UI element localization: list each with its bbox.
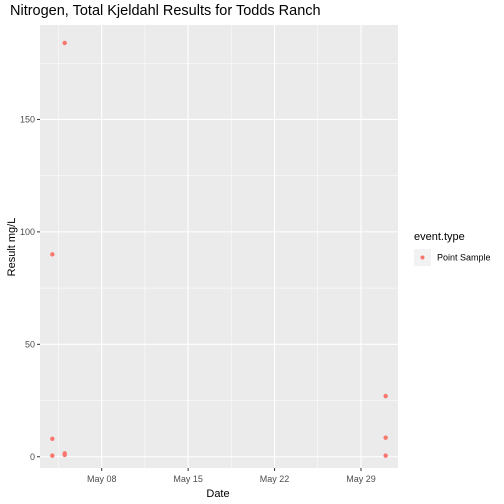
x-tick-label: May 15 [173, 474, 203, 484]
legend-marker [420, 255, 425, 260]
data-point [383, 393, 388, 399]
plot-panel [40, 25, 398, 468]
chart-title: Nitrogen, Total Kjeldahl Results for Tod… [10, 3, 321, 19]
y-tick-label: 100 [20, 227, 35, 237]
y-axis: 0 50 100 150 [20, 114, 40, 462]
x-tick-label: May 08 [87, 474, 117, 484]
data-point [62, 452, 67, 458]
data-points [50, 40, 388, 458]
minor-gridlines [40, 25, 398, 468]
data-point [383, 453, 388, 458]
legend-title: event.type [414, 231, 465, 243]
legend: event.type Point Sample [414, 231, 491, 266]
x-axis: May 08 May 15 May 22 May 29 [87, 468, 376, 484]
legend-label-point-sample: Point Sample [437, 253, 491, 263]
x-tick-label: May 29 [346, 474, 376, 484]
y-axis-title: Result mg/L [6, 218, 18, 277]
data-point [50, 453, 55, 458]
x-tick-label: May 22 [260, 474, 290, 484]
data-point [62, 40, 67, 46]
data-point [383, 435, 388, 440]
y-tick-label: 50 [25, 339, 35, 349]
data-point [50, 436, 55, 441]
y-tick-label: 150 [20, 114, 35, 124]
data-point [50, 252, 55, 257]
y-tick-label: 0 [30, 452, 35, 462]
x-axis-title: Date [206, 488, 229, 500]
major-gridlines [40, 25, 398, 468]
